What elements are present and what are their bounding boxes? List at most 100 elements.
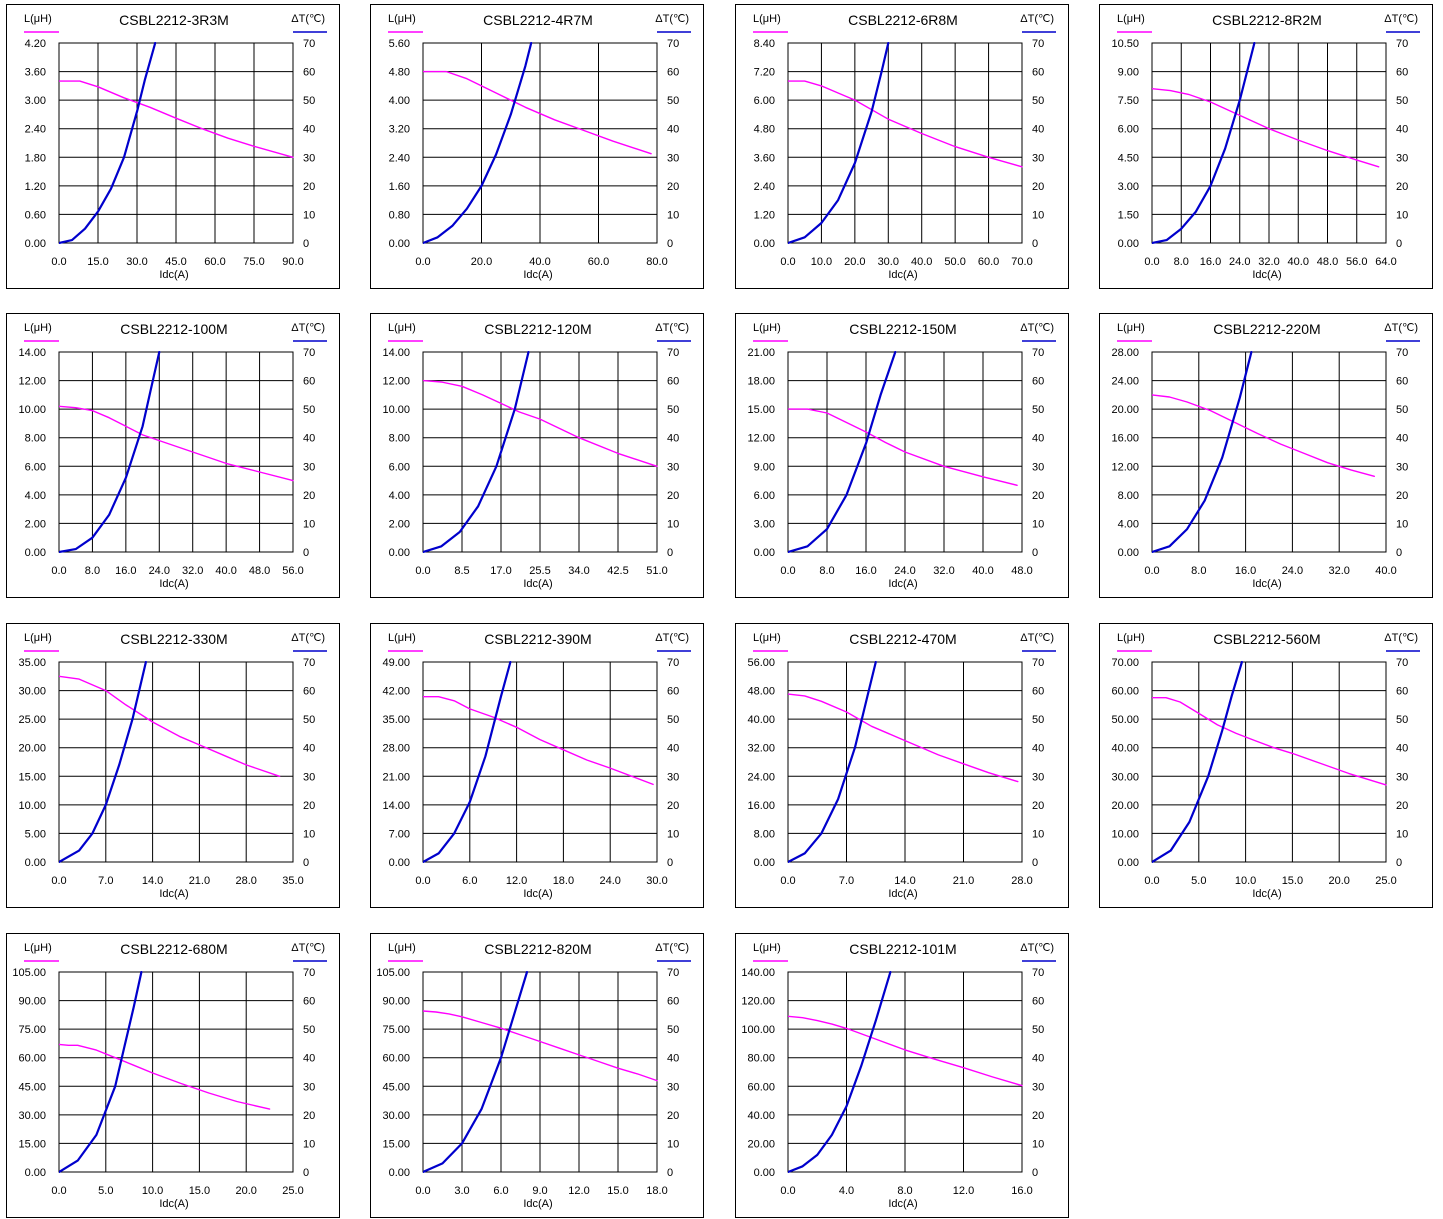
y-left-tick-label: 16.00 xyxy=(1111,433,1139,445)
chart-svg: CSBL2212-8R2M L(μH) ΔT(℃) 0.0 8.0 16.0 24.0 32.… xyxy=(1111,12,1420,281)
y-left-axis-label: L(μH) xyxy=(24,13,52,25)
x-tick-label: 40.0 xyxy=(911,256,932,268)
y-left-tick-label: 50.00 xyxy=(1111,714,1139,726)
y-left-tick-label: 0.00 xyxy=(389,857,410,869)
plot-area xyxy=(787,971,1023,1173)
y-left-tick-label: 3.60 xyxy=(754,152,775,164)
y-left-tick-label: 4.00 xyxy=(389,490,410,502)
y-left-tick-label: 1.60 xyxy=(389,181,410,193)
temperature-rise-curve xyxy=(1152,661,1243,863)
y-right-tick-label: 0 xyxy=(303,547,309,559)
plot-area xyxy=(787,42,1023,244)
y-right-tick-label: 50 xyxy=(1032,404,1044,416)
y-right-tick-label: 30 xyxy=(667,461,679,473)
x-tick-label: 0.0 xyxy=(51,256,66,268)
y-right-tick-label: 10 xyxy=(303,1138,315,1150)
y-right-tick-label: 20 xyxy=(1032,1110,1044,1122)
temperature-rise-curve xyxy=(59,42,157,244)
y-right-tick-label: 50 xyxy=(1032,1024,1044,1036)
y-left-tick-label: 3.20 xyxy=(389,124,410,136)
y-right-tick-label: 40 xyxy=(303,433,315,445)
y-left-tick-label: 105.00 xyxy=(12,967,46,979)
y-right-tick-label: 0 xyxy=(303,1167,309,1179)
x-tick-label: 8.0 xyxy=(1174,256,1189,268)
y-left-tick-label: 20.00 xyxy=(747,1138,775,1150)
inductance-curve xyxy=(59,405,294,482)
chart-svg: CSBL2212-4R7M L(μH) ΔT(℃) 0.0 20.0 40.0 60.0 80… xyxy=(388,12,691,281)
y-right-tick-label: 10 xyxy=(303,209,315,221)
chart-title: CSBL2212-3R3M xyxy=(119,12,229,28)
y-right-tick-label: 10 xyxy=(667,828,679,840)
y-left-tick-label: 6.00 xyxy=(25,461,46,473)
y-left-tick-label: 32.00 xyxy=(747,743,775,755)
y-right-tick-label: 20 xyxy=(1032,800,1044,812)
x-tick-label: 56.0 xyxy=(1346,256,1367,268)
y-left-tick-label: 40.00 xyxy=(747,714,775,726)
x-tick-label: 20.0 xyxy=(471,256,492,268)
x-tick-label: 20.0 xyxy=(844,256,865,268)
x-tick-label: 28.0 xyxy=(235,875,256,887)
y-left-tick-label: 0.00 xyxy=(1118,238,1139,250)
chart-panel: CSBL2212-100M L(μH) ΔT(℃) 0.0 8.0 16.0 24.0 32.… xyxy=(6,313,340,598)
inductance-curve xyxy=(788,408,1018,487)
y-right-tick-label: 30 xyxy=(1396,461,1408,473)
chart-svg: CSBL2212-120M L(μH) ΔT(℃) 0.0 8.5 17.0 25.5 34.… xyxy=(382,321,691,590)
chart-svg: CSBL2212-560M L(μH) ΔT(℃) 0.0 5.0 10.0 15.0 20.… xyxy=(1111,631,1420,900)
x-tick-label: 18.0 xyxy=(646,1185,667,1197)
y-right-tick-label: 70 xyxy=(303,967,315,979)
y-left-tick-label: 14.00 xyxy=(382,347,410,359)
y-left-tick-label: 1.50 xyxy=(1118,209,1139,221)
chart-title: CSBL2212-220M xyxy=(1213,321,1320,337)
chart-title: CSBL2212-120M xyxy=(484,321,591,337)
x-tick-label: 48.0 xyxy=(249,565,270,577)
y-right-tick-label: 50 xyxy=(1032,95,1044,107)
y-left-axis-label: L(μH) xyxy=(1117,322,1145,334)
x-tick-label: 17.0 xyxy=(490,565,511,577)
y-right-tick-label: 70 xyxy=(1032,347,1044,359)
x-tick-label: 24.0 xyxy=(894,565,915,577)
y-left-tick-label: 12.00 xyxy=(1111,461,1139,473)
x-tick-label: 0.0 xyxy=(415,565,430,577)
y-left-tick-label: 0.00 xyxy=(1118,547,1139,559)
y-right-tick-label: 40 xyxy=(1032,743,1044,755)
chart-svg: CSBL2212-680M L(μH) ΔT(℃) 0.0 5.0 10.0 15.0 20.… xyxy=(12,941,327,1210)
y-left-axis-label: L(μH) xyxy=(388,942,416,954)
y-left-tick-label: 10.00 xyxy=(382,404,410,416)
y-left-tick-label: 35.00 xyxy=(18,657,46,669)
y-left-tick-label: 1.80 xyxy=(25,152,46,164)
x-tick-label: 64.0 xyxy=(1375,256,1396,268)
x-tick-label: 25.0 xyxy=(1375,875,1396,887)
chart-svg: CSBL2212-3R3M L(μH) ΔT(℃) 0.0 15.0 30.0 45.0 60… xyxy=(24,12,327,281)
y-right-tick-label: 10 xyxy=(1032,828,1044,840)
y-right-tick-label: 70 xyxy=(667,347,679,359)
y-left-tick-label: 1.20 xyxy=(25,181,46,193)
y-right-tick-label: 50 xyxy=(1396,95,1408,107)
y-left-tick-label: 8.00 xyxy=(389,433,410,445)
chart-title: CSBL2212-820M xyxy=(484,941,591,957)
y-left-tick-label: 6.00 xyxy=(1118,124,1139,136)
y-left-tick-label: 0.00 xyxy=(25,857,46,869)
y-right-tick-label: 30 xyxy=(303,1081,315,1093)
y-left-tick-label: 8.40 xyxy=(754,38,775,50)
x-tick-label: 0.0 xyxy=(780,875,795,887)
y-right-tick-label: 60 xyxy=(1396,67,1408,79)
temperature-rise-curve xyxy=(59,661,147,863)
y-left-axis-label: L(μH) xyxy=(24,942,52,954)
x-tick-label: 32.0 xyxy=(182,565,203,577)
x-tick-label: 40.0 xyxy=(1288,256,1309,268)
y-right-tick-label: 30 xyxy=(1032,461,1044,473)
x-tick-label: 75.0 xyxy=(243,256,264,268)
y-left-tick-label: 60.00 xyxy=(18,1053,46,1065)
y-right-tick-label: 0 xyxy=(303,238,309,250)
y-left-tick-label: 0.00 xyxy=(25,1167,46,1179)
y-right-tick-label: 20 xyxy=(303,490,315,502)
y-right-tick-label: 70 xyxy=(1032,38,1044,50)
y-right-tick-label: 60 xyxy=(1032,686,1044,698)
y-left-tick-label: 45.00 xyxy=(18,1081,46,1093)
y-left-tick-label: 45.00 xyxy=(382,1081,410,1093)
y-left-tick-label: 12.00 xyxy=(747,433,775,445)
y-left-tick-label: 14.00 xyxy=(18,347,46,359)
chart-panel: CSBL2212-3R3M L(μH) ΔT(℃) 0.0 15.0 30.0 45.0 60… xyxy=(6,4,340,289)
y-right-tick-label: 10 xyxy=(1396,518,1408,530)
y-right-tick-label: 30 xyxy=(303,461,315,473)
